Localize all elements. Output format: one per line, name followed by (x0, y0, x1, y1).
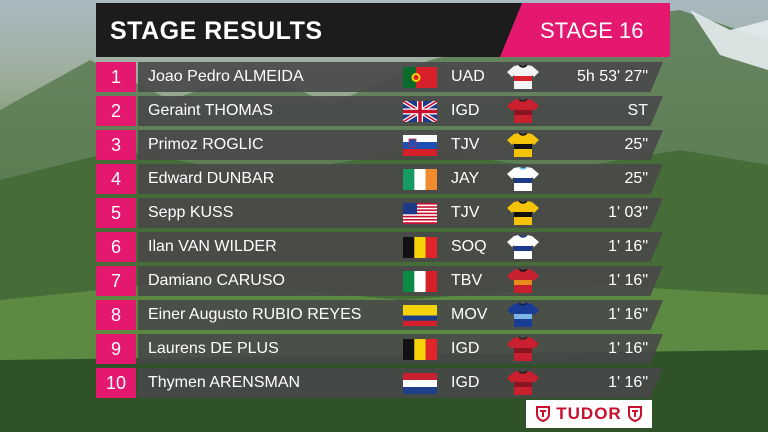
belgium-flag (403, 339, 437, 360)
team-code: TBV (451, 272, 483, 289)
team-code: IGD (451, 340, 480, 357)
position-badge: 10 (96, 368, 136, 398)
stage-tab: STAGE 16 (500, 3, 670, 57)
position-badge: 6 (96, 232, 136, 262)
result-bar (138, 164, 663, 194)
rider-name: Joao Pedro ALMEIDA (148, 68, 304, 85)
rider-name: Primoz ROGLIC (148, 136, 264, 153)
result-row: 3 Primoz ROGLIC TJV 25" (96, 130, 666, 160)
result-row: 4 Edward DUNBAR JAY 25" (96, 164, 666, 194)
team-code: IGD (451, 374, 480, 391)
result-row: 1 Joao Pedro ALMEIDA UAD 5h 53' 27" (96, 62, 666, 92)
result-bar (138, 96, 663, 126)
rider-name: Sepp KUSS (148, 204, 234, 221)
sponsor-badge: TUDOR (526, 400, 652, 428)
ineos-jersey-icon (506, 98, 540, 124)
rider-name: Ilan VAN WILDER (148, 238, 277, 255)
result-bar (138, 300, 663, 330)
result-row: 5 Sepp KUSS TJV 1' 03" (96, 198, 666, 228)
stage-label: STAGE 16 (540, 18, 644, 43)
usa-flag (403, 203, 437, 224)
uae-jersey-icon (506, 64, 540, 90)
result-row: 10 Thymen ARENSMAN IGD 1' 16" (96, 368, 666, 398)
rider-name: Laurens DE PLUS (148, 340, 279, 357)
position-badge: 3 (96, 130, 136, 160)
team-code: TJV (451, 136, 480, 153)
position-badge: 7 (96, 266, 136, 296)
team-code: MOV (451, 306, 488, 323)
result-row: 2 Geraint THOMAS IGD ST (96, 96, 666, 126)
result-bar (138, 130, 663, 160)
colombia-flag (403, 305, 437, 326)
finish-time: 5h 53' 27" (576, 68, 648, 85)
rider-name: Thymen ARENSMAN (148, 374, 301, 391)
jumbo-jersey-icon (506, 132, 540, 158)
movistar-jersey-icon (506, 302, 540, 328)
result-row: 9 Laurens DE PLUS IGD 1' 16" (96, 334, 666, 364)
finish-time: 1' 16" (608, 272, 648, 289)
ineos-jersey-icon (506, 370, 540, 396)
result-row: 8 Einer Augusto RUBIO REYES MOV 1' 16" (96, 300, 666, 330)
position-badge: 2 (96, 96, 136, 126)
position-badge: 5 (96, 198, 136, 228)
rider-name: Damiano CARUSO (148, 272, 285, 289)
tudor-shield-icon (536, 406, 551, 422)
result-row: 7 Damiano CARUSO TBV 1' 16" (96, 266, 666, 296)
italy-flag (403, 271, 437, 292)
rider-name: Edward DUNBAR (148, 170, 275, 187)
sponsor-name: TUDOR (556, 404, 622, 423)
netherlands-flag (403, 373, 437, 394)
position-badge: 9 (96, 334, 136, 364)
team-code: SOQ (451, 238, 487, 255)
rider-name: Einer Augusto RUBIO REYES (148, 306, 362, 323)
finish-time: 1' 03" (608, 204, 648, 221)
result-bar (138, 198, 663, 228)
finish-time: 25" (624, 170, 648, 187)
team-code: JAY (451, 170, 480, 187)
header-title: STAGE RESULTS (110, 17, 323, 45)
position-badge: 4 (96, 164, 136, 194)
bahrain-jersey-icon (506, 268, 540, 294)
finish-time: ST (627, 102, 648, 119)
result-bar (138, 368, 663, 398)
tudor-shield-icon (627, 406, 642, 422)
result-bar (138, 266, 663, 296)
result-row: 6 Ilan VAN WILDER SOQ 1' 16" (96, 232, 666, 262)
result-bar (138, 232, 663, 262)
soudal-jersey-icon (506, 234, 540, 260)
team-code: UAD (451, 68, 485, 85)
slovenia-flag (403, 135, 437, 156)
portugal-flag (403, 67, 437, 88)
uk-flag (403, 101, 437, 122)
result-bar (138, 334, 663, 364)
team-code: IGD (451, 102, 480, 119)
position-badge: 8 (96, 300, 136, 330)
finish-time: 25" (624, 136, 648, 153)
ineos-jersey-icon (506, 336, 540, 362)
finish-time: 1' 16" (608, 306, 648, 323)
team-code: TJV (451, 204, 480, 221)
belgium-flag (403, 237, 437, 258)
results-header: STAGE RESULTS (96, 3, 526, 57)
finish-time: 1' 16" (608, 238, 648, 255)
finish-time: 1' 16" (608, 374, 648, 391)
finish-time: 1' 16" (608, 340, 648, 357)
jayco-jersey-icon (506, 166, 540, 192)
rider-name: Geraint THOMAS (148, 102, 274, 119)
ireland-flag (403, 169, 437, 190)
result-bar (138, 62, 663, 92)
position-badge: 1 (96, 62, 136, 92)
jumbo-jersey-icon (506, 200, 540, 226)
